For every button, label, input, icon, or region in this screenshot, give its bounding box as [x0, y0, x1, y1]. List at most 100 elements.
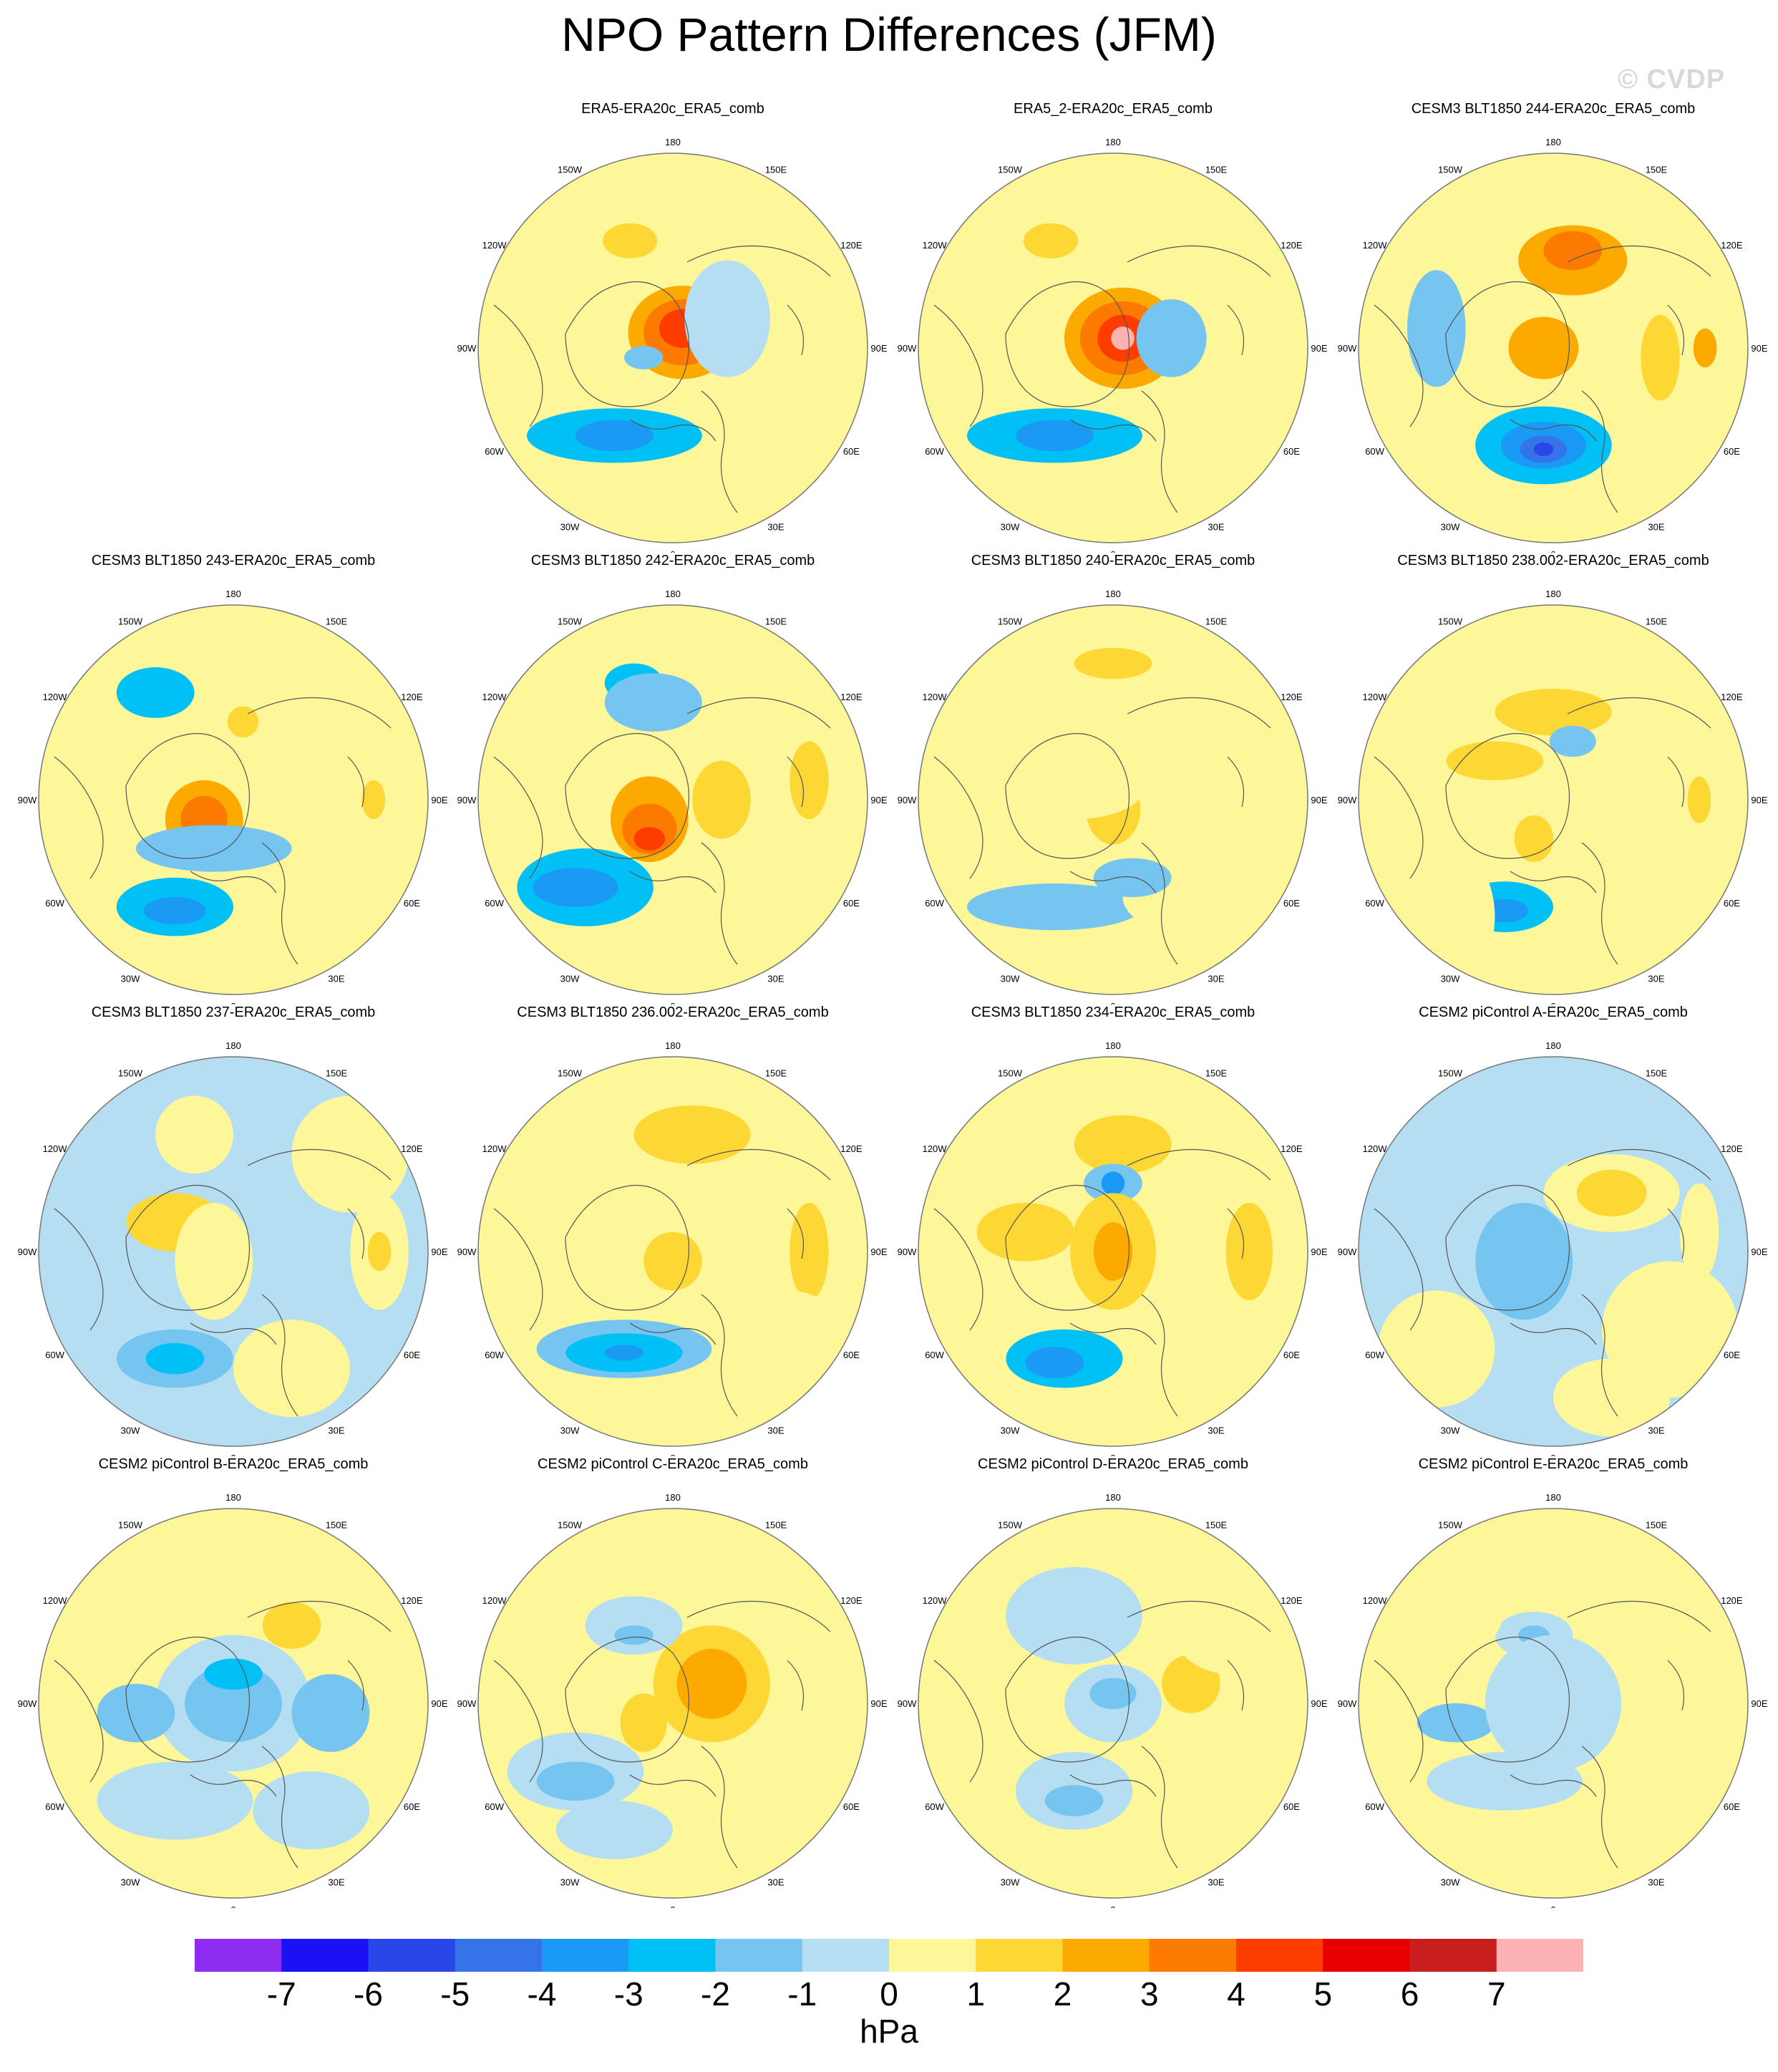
longitude-label: 90W — [898, 1246, 917, 1257]
colorbar-tick: 0 — [880, 1975, 898, 2013]
coastlines — [933, 697, 1271, 965]
longitude-label: 30E — [1208, 1425, 1224, 1436]
colorbar-swatch — [1236, 1939, 1323, 1972]
longitude-label: 120W — [482, 1143, 507, 1154]
longitude-label: 60E — [1724, 1801, 1740, 1812]
anomaly-contour — [575, 420, 654, 452]
longitude-label: 180 — [665, 1492, 681, 1503]
colorbar-swatch — [1409, 1939, 1497, 1972]
longitude-label: 120E — [840, 1595, 863, 1606]
longitude-label: 60E — [843, 1801, 860, 1812]
longitude-label: 120E — [1281, 1143, 1303, 1154]
anomaly-contour — [1693, 328, 1717, 368]
map-boundary — [477, 1056, 868, 1447]
longitude-label: 150W — [1438, 1520, 1463, 1531]
longitude-label: 60W — [45, 1350, 64, 1360]
anomaly-contour — [1514, 815, 1553, 863]
colorbar-swatch — [628, 1939, 716, 1972]
anomaly-contour — [1495, 688, 1612, 736]
longitude-label: 60E — [843, 1350, 860, 1360]
anomaly-contour — [1679, 1183, 1719, 1281]
anomaly-contour — [1122, 702, 1259, 820]
anomaly-contour — [692, 1742, 848, 1859]
longitude-label: 180 — [665, 137, 681, 147]
longitude-label: 90E — [431, 1698, 447, 1709]
polar-map: 180 150E 120E 90E 60E 30E 0 30W 60W 90W 120W 150W — [1338, 1040, 1768, 1456]
longitude-label: 120W — [1363, 1595, 1388, 1606]
longitude-label: 0 — [670, 549, 675, 553]
anomaly-contour — [1074, 647, 1152, 679]
longitude-label: 30W — [1001, 1425, 1020, 1436]
anomaly-contour — [633, 827, 666, 851]
map-boundary — [38, 604, 429, 995]
colorbar-tick: 4 — [1227, 1975, 1245, 2013]
longitude-label: 150E — [1205, 1520, 1228, 1531]
longitude-label: 30E — [767, 973, 784, 984]
colorbar-swatch — [281, 1939, 369, 1972]
polar-map: 180 150E 120E 90E 60E 30E 0 30W 60W 90W 120W 150W — [457, 589, 888, 1004]
anomaly-contour — [585, 1596, 683, 1655]
colorbar-swatch — [368, 1939, 456, 1972]
anomaly-contour — [1533, 442, 1553, 456]
anomaly-contour — [175, 1203, 253, 1320]
longitude-label: 90E — [1751, 1698, 1767, 1709]
anomaly-contour — [143, 897, 206, 925]
panel-title: ERA5_2-ERA20c_ERA5_comb — [1014, 101, 1213, 117]
longitude-label: 60E — [404, 1801, 420, 1812]
longitude-label: 30W — [1441, 973, 1460, 984]
anomaly-contour — [692, 760, 751, 839]
longitude-label: 120W — [482, 240, 507, 251]
map-boundary — [1358, 1056, 1749, 1447]
longitude-label: 60W — [925, 446, 944, 457]
map-boundary — [918, 604, 1308, 995]
anomaly-contour — [1549, 725, 1596, 757]
longitude-label: 150W — [118, 1068, 143, 1079]
colorbar-swatch — [195, 1939, 282, 1972]
anomaly-contour — [731, 1290, 848, 1408]
anomaly-contour — [233, 1320, 351, 1418]
longitude-label: 30W — [1441, 1877, 1460, 1887]
coastlines — [54, 1600, 392, 1869]
longitude-label: 180 — [225, 589, 241, 599]
colorbar-swatch — [715, 1939, 803, 1972]
map-boundary — [477, 604, 868, 995]
longitude-label: 150W — [558, 616, 583, 627]
coastlines — [933, 1148, 1271, 1417]
longitude-label: 90W — [1338, 343, 1357, 354]
map-boundary — [38, 1056, 429, 1447]
polar-map: 180 150E 120E 90E 60E 30E 0 30W 60W 90W 120W 150W — [898, 589, 1328, 1004]
longitude-label: 90E — [1311, 1246, 1327, 1257]
longitude-label: 0 — [670, 1453, 675, 1456]
longitude-label: 120E — [1721, 692, 1743, 702]
panel-title: CESM2 piControl C-ERA20c_ERA5_comb — [538, 1456, 808, 1472]
longitude-label: 120E — [1721, 1143, 1743, 1154]
longitude-label: 60E — [843, 446, 860, 457]
map-panel: CESM2 piControl C-ERA20c_ERA5_comb 180 150… — [451, 1456, 895, 1908]
longitude-label: 0 — [1550, 1904, 1555, 1908]
longitude-label: 30E — [1208, 973, 1224, 984]
longitude-label: 60W — [485, 446, 504, 457]
longitude-label: 30E — [1648, 973, 1664, 984]
colorbar-tick: -7 — [266, 1975, 296, 2013]
anomaly-contour — [1543, 231, 1602, 271]
longitude-label: 120W — [43, 1595, 68, 1606]
colorbar-swatch — [802, 1939, 890, 1972]
colorbar-swatch — [1062, 1939, 1150, 1972]
map-boundary — [1358, 153, 1749, 543]
polar-map: 180 150E 120E 90E 60E 30E 0 30W 60W 90W 120W 150W — [1338, 589, 1768, 1004]
colorbar-tick: -1 — [787, 1975, 817, 2013]
longitude-label: 120W — [923, 240, 948, 251]
longitude-label: 90W — [898, 795, 917, 805]
anomaly-contour — [536, 1761, 615, 1801]
colorbar-tick: 1 — [966, 1975, 986, 2013]
coastlines — [54, 1148, 392, 1417]
longitude-label: 60W — [925, 1350, 944, 1360]
anomaly-contour — [1044, 1785, 1104, 1816]
longitude-label: 0 — [1550, 549, 1555, 553]
longitude-label: 0 — [230, 1453, 235, 1456]
polar-map: 180 150E 120E 90E 60E 30E 0 30W 60W 90W 120W 150W — [898, 1040, 1328, 1456]
longitude-label: 150W — [998, 1068, 1023, 1079]
longitude-label: 90E — [1751, 1246, 1767, 1257]
map-boundary — [1358, 1508, 1749, 1899]
colorbar-swatch — [455, 1939, 543, 1972]
